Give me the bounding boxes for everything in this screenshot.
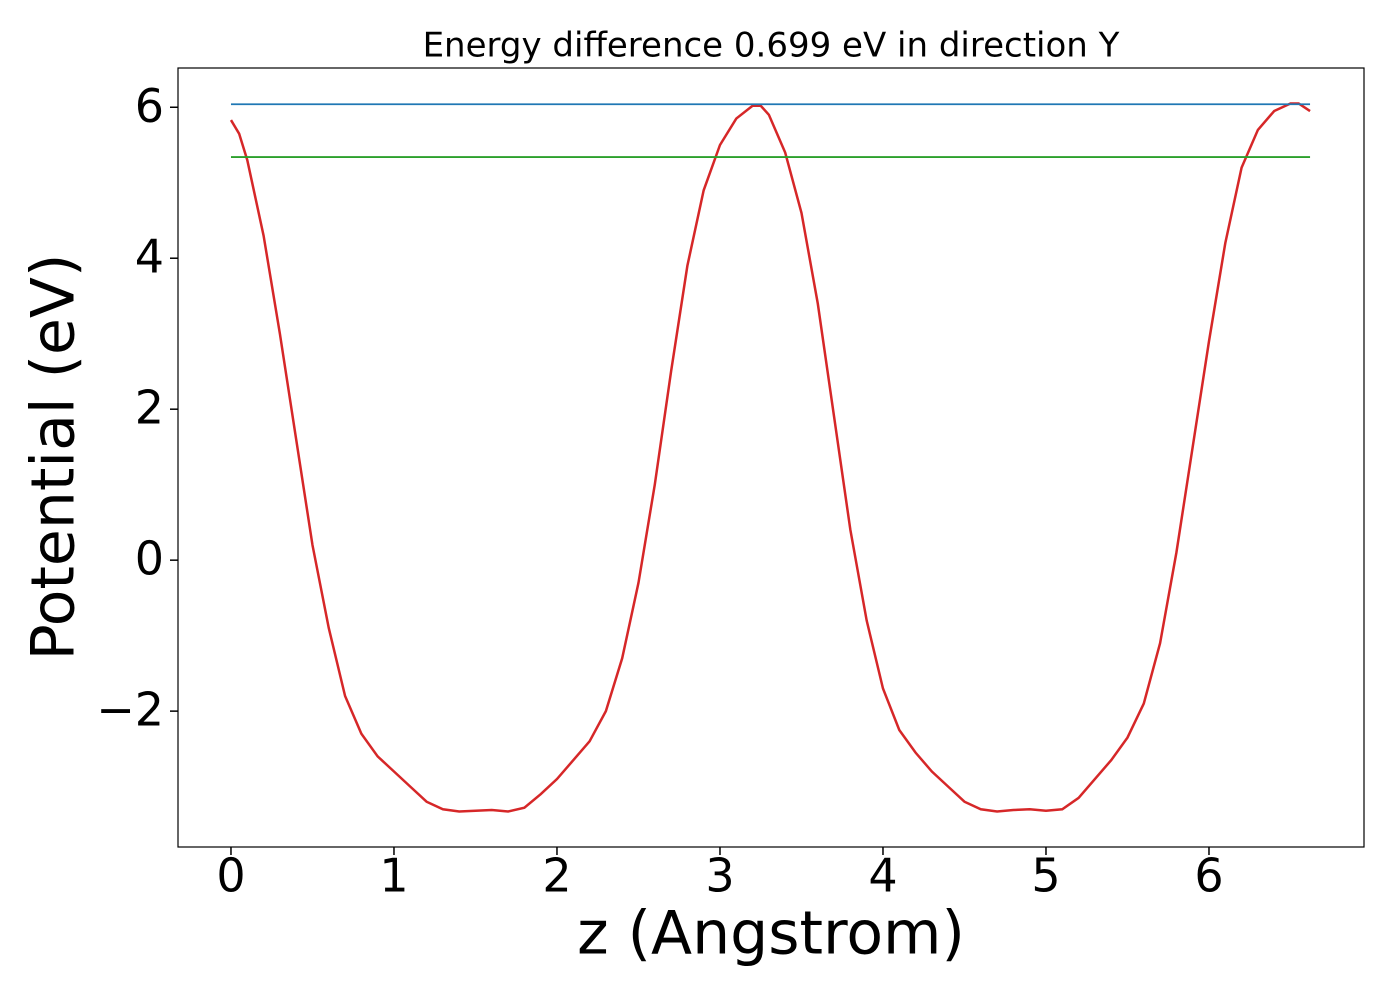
line-series [229,102,1311,813]
y-tick-label: −2 [96,683,164,737]
x-tick-label: 4 [868,849,897,903]
chart-title: Energy difference 0.699 eV in direction … [423,26,1120,66]
y-tick-label: 0 [135,532,164,586]
y-tick-label: 4 [135,230,164,284]
y-axis-label: Potential (eV) [19,254,89,661]
x-tick-label: 1 [379,849,408,903]
x-axis-label: z (Angstrom) [577,899,965,969]
x-tick-label: 5 [1031,849,1060,903]
x-tick-label: 0 [216,849,245,903]
x-tick-label: 6 [1194,849,1223,903]
x-tick-label: 3 [705,849,734,903]
x-tick-label: 2 [542,849,571,903]
y-tick-label: 6 [135,79,164,133]
plot-frame [177,67,1365,848]
y-tick-label: 2 [135,381,164,435]
